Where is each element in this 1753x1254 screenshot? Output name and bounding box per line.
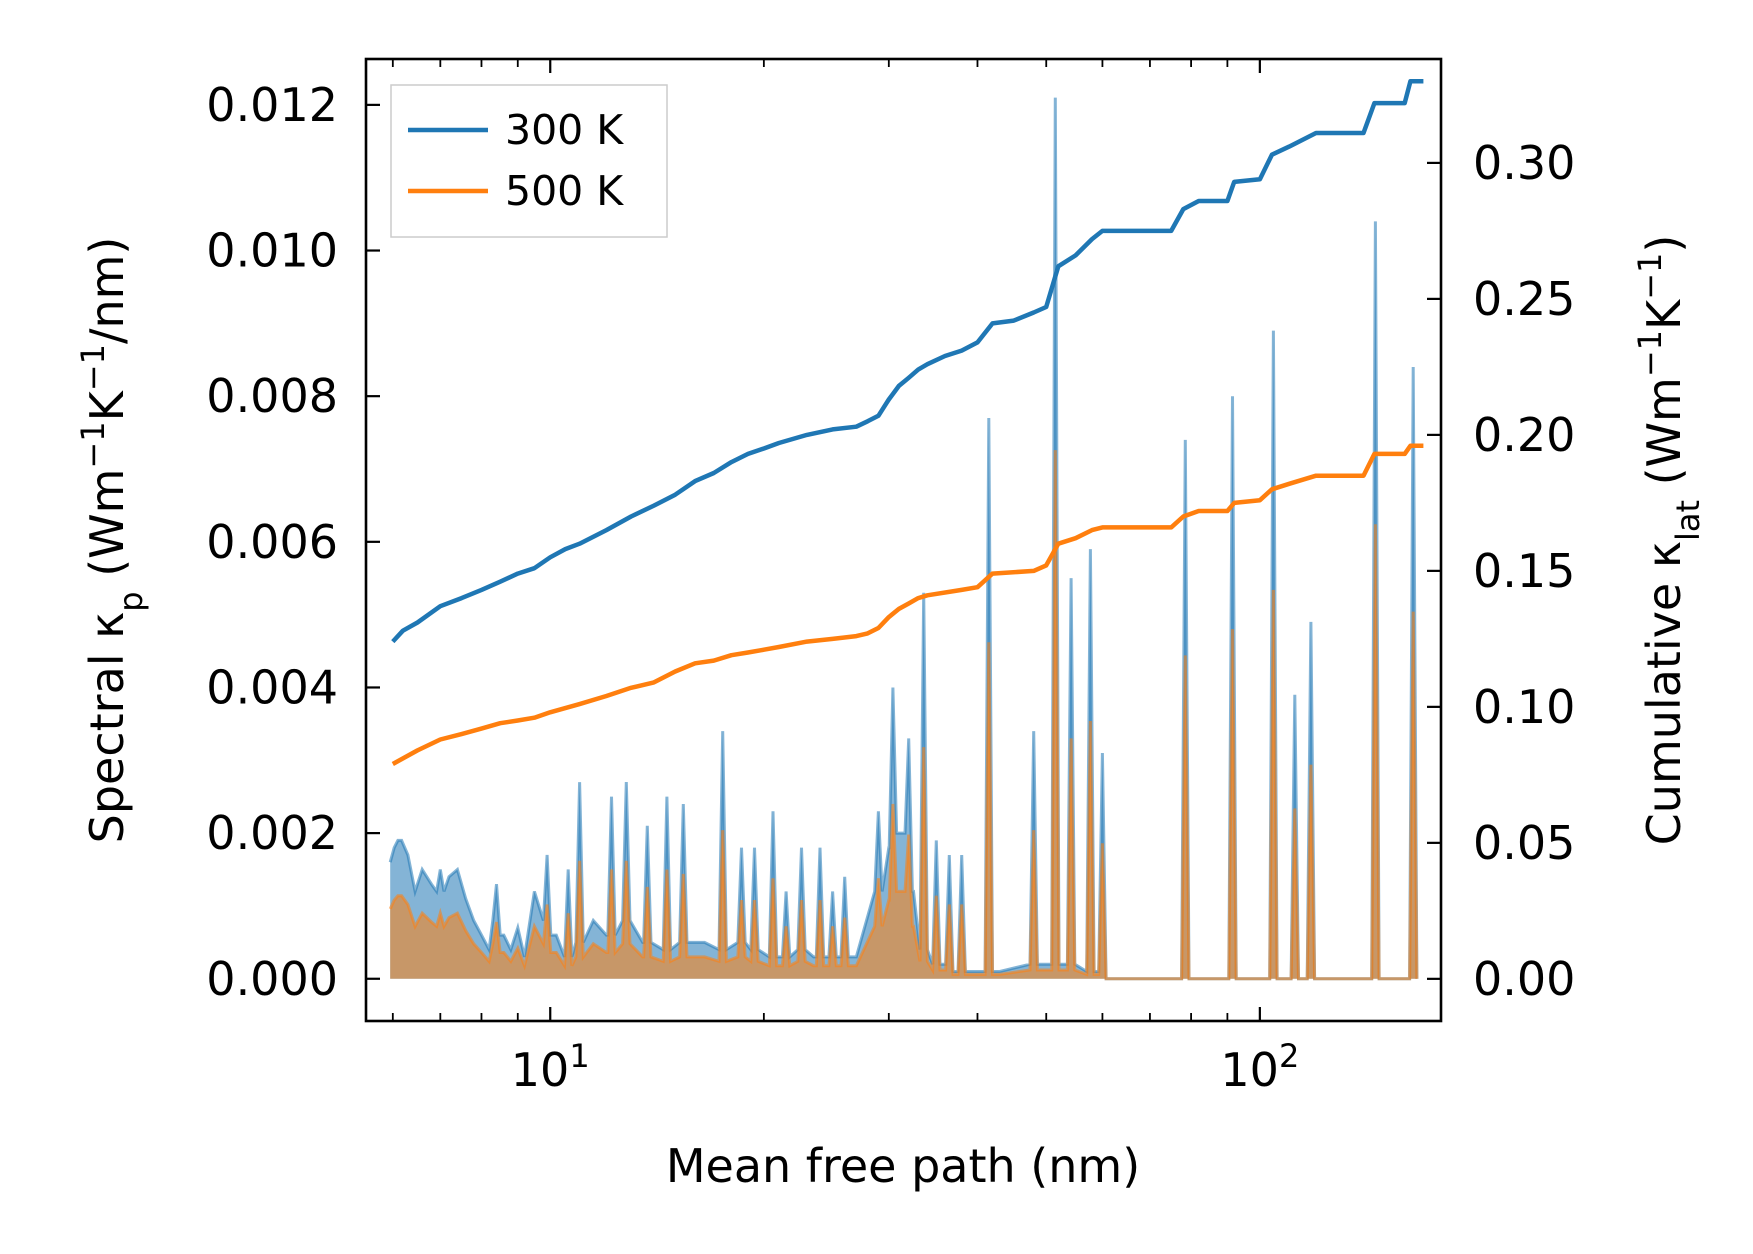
right-y-tick-label: 0.25 [1473, 272, 1575, 326]
right-y-tick-label: 0.05 [1473, 816, 1575, 870]
right-y-tick-label: 0.15 [1473, 544, 1575, 598]
spectral-fill-layer [388, 97, 1426, 981]
left-y-tick-label: 0.012 [206, 78, 338, 132]
left-y-tick-label: 0.002 [206, 806, 338, 860]
cumulative-lines-layer [391, 79, 1424, 766]
spectral-area-300k [390, 97, 1426, 979]
x-tick-label: 102 [1220, 1037, 1299, 1097]
ticks-layer: 0.000 0.002 0.004 0.006 0.008 0.010 0.012 0.00 0… [206, 59, 1575, 1097]
left-y-tick-label: 0.004 [206, 660, 338, 714]
right-y-axis-title: Cumulative κlat (Wm−1K−1) [1631, 235, 1707, 846]
legend-label-500k: 500 K [505, 167, 624, 215]
left-y-axis-title: Spectral κp (Wm−1K−1/nm) [74, 237, 150, 844]
x-tick-label: 101 [511, 1037, 590, 1097]
spectral-line-300k [388, 97, 1419, 981]
cumulative-line-500k [391, 443, 1424, 766]
legend-box [390, 84, 668, 238]
right-y-tick-label: 0.10 [1473, 680, 1575, 734]
right-y-tick-label: 0.00 [1473, 952, 1575, 1006]
right-y-tick-label: 0.30 [1473, 136, 1575, 190]
cumulative-line-300k [391, 79, 1424, 644]
right-y-tick-label: 0.20 [1473, 408, 1575, 462]
legend: 300 K 500 K [390, 84, 668, 238]
spectral-line-500k [388, 450, 1419, 981]
x-axis-title: Mean free path (nm) [666, 1139, 1140, 1193]
legend-label-300k: 300 K [505, 106, 624, 154]
spectral-area-500k [390, 450, 1426, 979]
left-y-tick-label: 0.008 [206, 369, 338, 423]
left-y-tick-label: 0.000 [206, 952, 338, 1006]
left-y-tick-label: 0.010 [206, 224, 338, 278]
left-y-tick-label: 0.006 [206, 515, 338, 569]
plot-frame [364, 57, 1443, 1023]
